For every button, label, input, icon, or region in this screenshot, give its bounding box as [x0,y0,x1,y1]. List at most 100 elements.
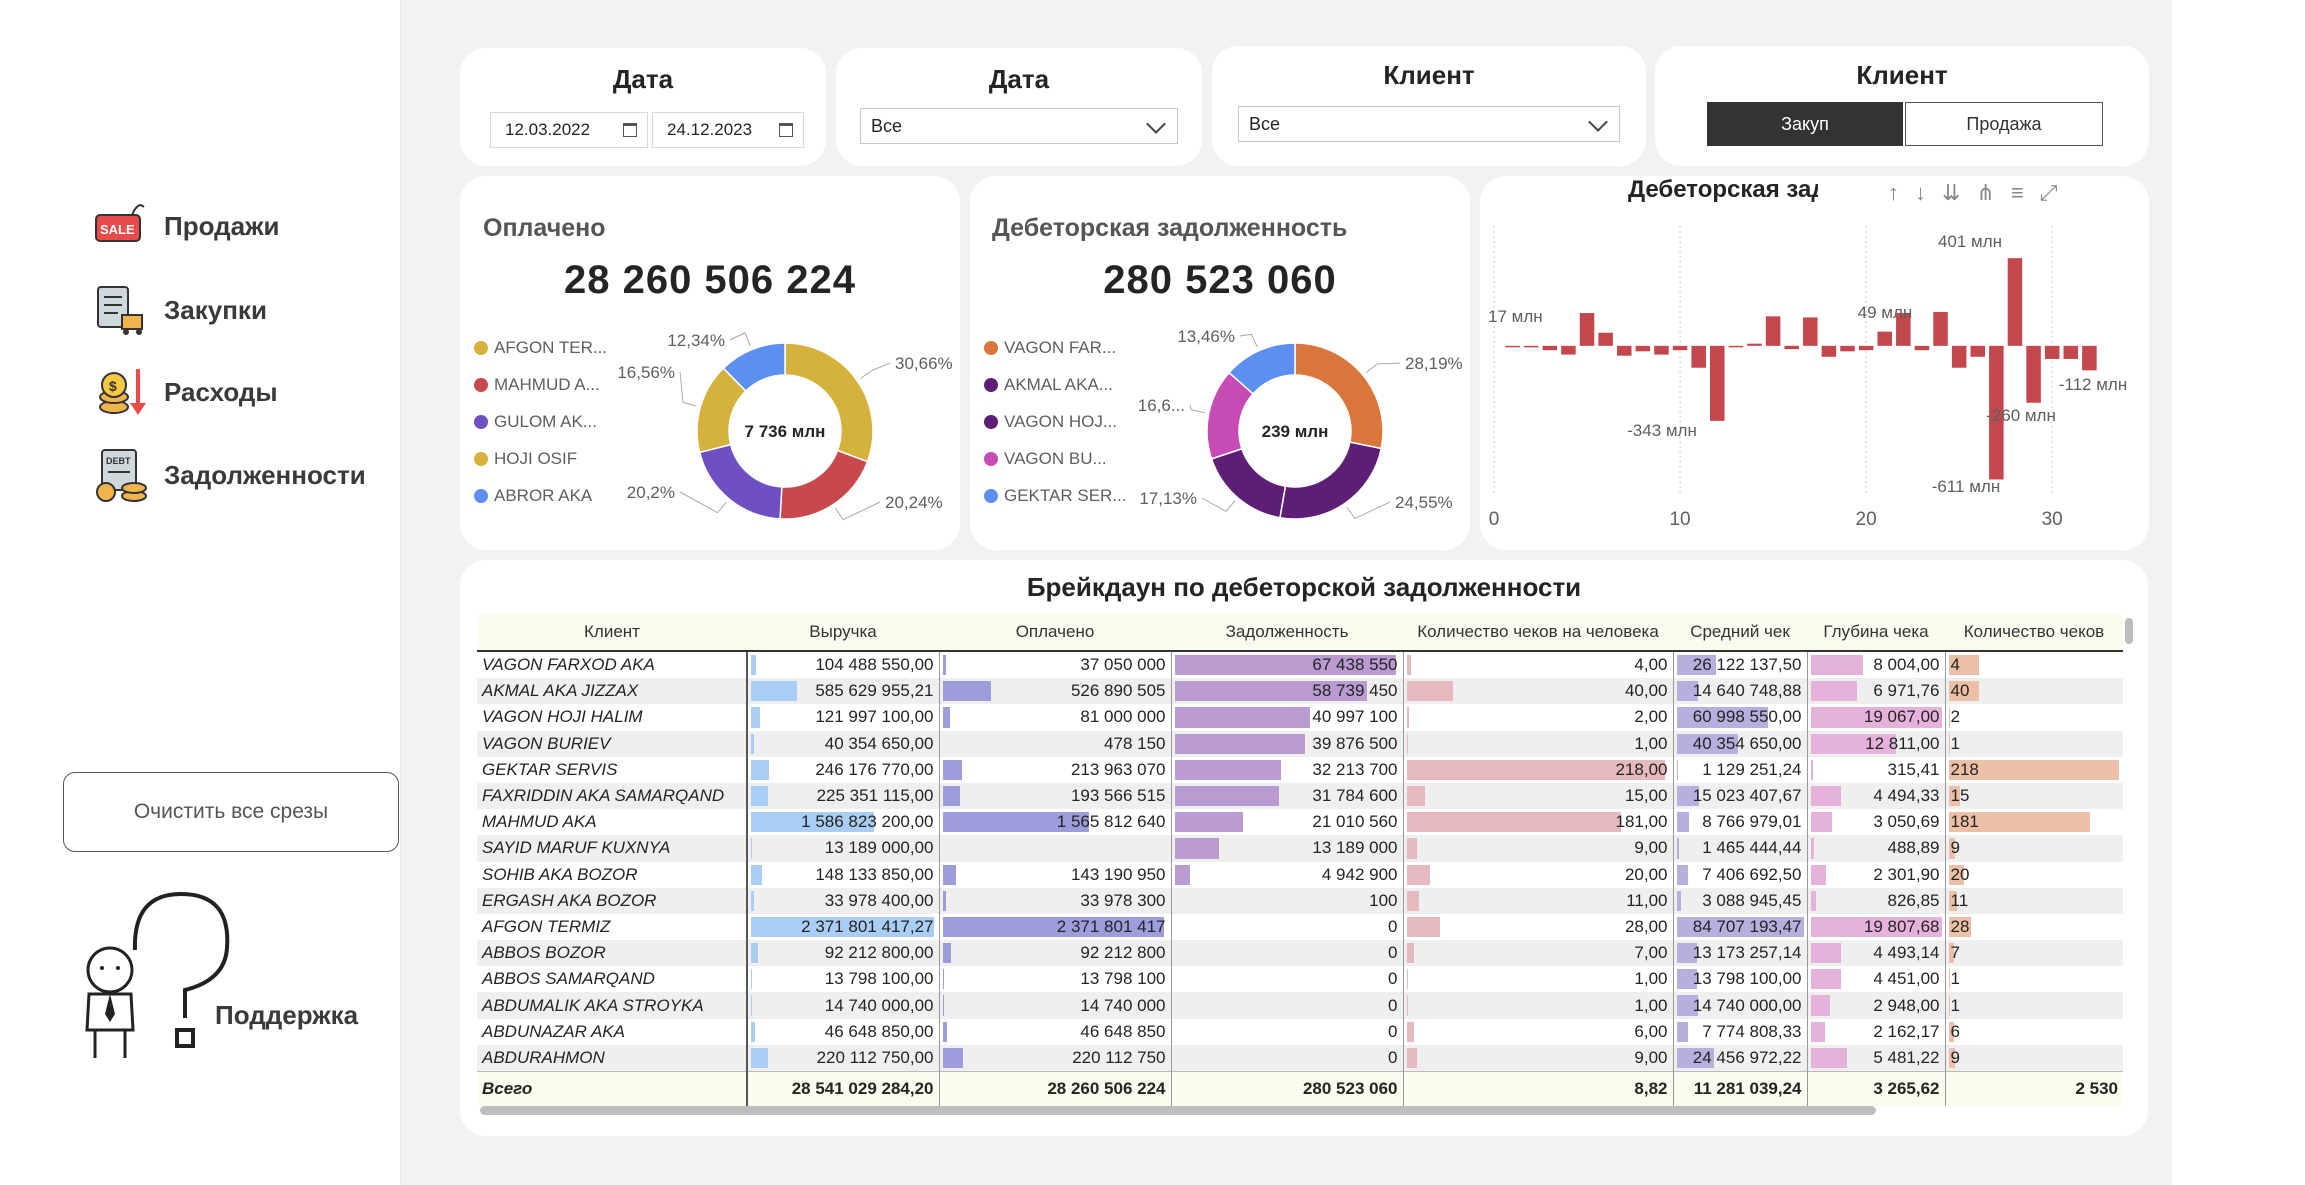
bar[interactable] [1989,345,2004,480]
drill-down-icon[interactable]: ↓ [1915,180,1926,205]
bar[interactable] [1598,332,1613,346]
table-row[interactable]: AKMAL AKA JIZZAX 585 629 955,21 526 890 50… [477,678,2123,705]
legend-item[interactable]: MAHMUD A... [474,375,600,395]
col-header-client[interactable]: Клиент [477,614,747,652]
bar[interactable] [1561,345,1576,355]
clear-slicers-button[interactable]: Очистить все срезы [63,772,399,852]
expand-all-icon[interactable]: ⇊ [1942,180,1961,205]
bar[interactable] [1803,317,1818,346]
donut-slice[interactable] [1279,441,1383,520]
receivables-donut-chart[interactable]: 28,19% 24,55% 17,13% 16,6... 13,46% 239 млн [1120,316,1470,546]
bar[interactable] [1505,345,1520,348]
bar[interactable] [1914,345,1930,351]
table-row[interactable]: VAGON FARXOD AKA 104 488 550,00 37 050 000… [477,651,2123,679]
table-row[interactable]: SOHIB AKA BOZOR 148 133 850,00 143 190 950… [477,861,2123,888]
bar[interactable] [1933,311,1948,346]
col-header-debt[interactable]: Задолженность [1171,614,1403,652]
chevron-down-icon[interactable] [1146,114,1166,134]
bar[interactable] [1654,345,1669,355]
toggle-option-sale[interactable]: Продажа [1905,102,2103,146]
chevron-down-icon[interactable] [1588,112,1608,132]
date-end-input[interactable]: 24.12.2023 [652,112,804,148]
legend-item[interactable]: GEKTAR SER... [984,486,1127,506]
filter-icon[interactable]: ≡ [2010,180,2024,205]
calendar-icon[interactable] [623,123,637,137]
legend-item[interactable]: AFGON TER... [474,338,607,358]
legend-item[interactable]: VAGON HOJ... [984,412,1117,432]
donut-slice[interactable] [698,443,783,520]
bar[interactable] [1672,345,1688,351]
table-row[interactable]: ERGASH AKA BOZOR 33 978 400,00 33 978 300 1… [477,887,2123,914]
bar[interactable] [1635,345,1651,352]
nav-debts[interactable]: DEBT Задолженности [92,445,366,505]
col-header-revenue[interactable]: Выручка [747,614,939,652]
bar[interactable] [1896,313,1911,346]
bar[interactable] [1821,345,1837,357]
bar[interactable] [1542,345,1558,351]
support-button[interactable]: Поддержка [75,890,405,1070]
bar[interactable] [1951,345,1967,368]
calendar-icon[interactable] [779,123,793,137]
bar[interactable] [1877,331,1892,346]
table-row[interactable]: SAYID MARUF KUXNYA 13 189 000,00 13 189 00… [477,835,2123,862]
toggle-option-purchase[interactable]: Закуп [1707,102,1903,146]
bar[interactable] [1579,313,1595,346]
col-header-checks-per-person[interactable]: Количество чеков на человека [1403,614,1673,652]
paid-donut-chart[interactable]: 30,66% 20,24% 20,2% 16,56% 12,34% 7 736 млн [610,316,960,546]
bar[interactable] [1523,345,1539,348]
table-row[interactable]: FAXRIDDIN AKA SAMARQAND 225 351 115,00 193… [477,782,2123,810]
table-row[interactable]: ABBOS SAMARQAND 13 798 100,00 13 798 100 0 1… [477,966,2123,993]
nav-sales[interactable]: SALE Продажи [92,196,280,256]
hierarchy-icon[interactable]: ⋔ [1976,180,1995,205]
bar[interactable] [2063,345,2079,359]
col-header-check-depth[interactable]: Глубина чека [1807,614,1945,652]
table-row[interactable]: ABBOS BOZOR 92 212 800,00 92 212 800 0 7,00 1… [477,940,2123,967]
bar[interactable] [1784,345,1799,350]
table-row[interactable]: ABDURAHMON 220 112 750,00 220 112 750 0 9,00… [477,1044,2123,1072]
legend-item[interactable]: HOJI OSIF [474,449,577,469]
table-row[interactable]: AFGON TERMIZ 2 371 801 417,27 2 371 801 41… [477,913,2123,941]
col-header-check-count[interactable]: Количество чеков [1945,614,2123,652]
table-row[interactable]: VAGON BURIEV 40 354 650,00 478 150 39 876 5… [477,730,2123,757]
table-row[interactable]: GEKTAR SERVIS 246 176 770,00 213 963 070 32… [477,756,2123,783]
bar[interactable] [1858,345,1874,351]
bar[interactable] [1840,345,1855,352]
legend-item[interactable]: VAGON BU... [984,449,1107,469]
date-start-input[interactable]: 12.03.2022 [490,112,648,148]
bar[interactable] [1765,316,1781,346]
table-horizontal-scrollbar[interactable] [480,1106,1876,1115]
bar[interactable] [2007,258,2023,346]
table-vertical-scrollbar[interactable] [2125,618,2133,644]
donut-slice[interactable] [784,342,874,463]
focus-mode-icon[interactable]: ⤢ [2039,180,2058,205]
client-select[interactable]: Все [1238,106,1620,142]
legend-item[interactable]: VAGON FAR... [984,338,1116,358]
date-select[interactable]: Все [860,108,1178,144]
donut-slice[interactable] [1228,342,1296,395]
bar[interactable] [2026,345,2041,403]
bar[interactable] [1691,345,1706,368]
table-row[interactable]: ABDUNAZAR AKA 46 648 850,00 46 648 850 0 6,0… [477,1018,2123,1045]
donut-slice[interactable] [1210,447,1287,519]
legend-item[interactable]: ABROR AKA [474,486,592,506]
table-row[interactable]: MAHMUD AKA 1 586 823 200,00 1 565 812 640 2… [477,809,2123,836]
drill-up-icon[interactable]: ↑ [1888,180,1899,205]
donut-slice[interactable] [779,449,869,520]
bar[interactable] [1747,343,1762,346]
col-header-paid[interactable]: Оплачено [939,614,1171,652]
bar[interactable] [1728,345,1744,348]
legend-item[interactable]: AKMAL AKA... [984,375,1113,395]
legend-item[interactable]: GULOM AK... [474,412,597,432]
bar[interactable] [1710,345,1725,421]
bar[interactable] [1970,345,1986,357]
bar[interactable] [1616,345,1632,356]
bar[interactable] [2082,345,2097,371]
col-header-avg-check[interactable]: Средний чек [1673,614,1807,652]
bar[interactable] [2044,345,2060,359]
nav-expenses[interactable]: $ Расходы [92,362,278,422]
nav-purchases[interactable]: Закупки [92,280,267,340]
bar-chart[interactable]: 0 10 20 30 17 млн -343 млн 49 млн 401 млн -611 м… [1480,176,2149,550]
donut-slice[interactable] [722,342,786,393]
table-row[interactable]: VAGON HOJI HALIM 121 997 100,00 81 000 000… [477,704,2123,731]
table-row[interactable]: ABDUMALIK AKA STROYKA 14 740 000,00 14 740… [477,992,2123,1019]
